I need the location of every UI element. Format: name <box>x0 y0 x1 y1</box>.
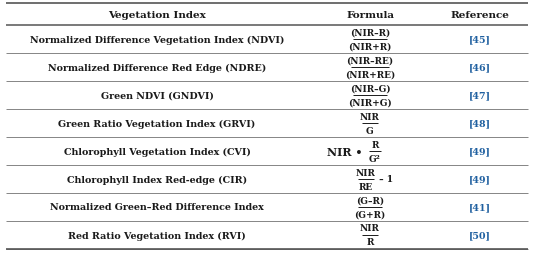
Text: Normalized Difference Red Edge (NDRE): Normalized Difference Red Edge (NDRE) <box>48 63 266 72</box>
Text: [46]: [46] <box>469 63 491 72</box>
Text: G²: G² <box>369 154 381 163</box>
Text: NIR: NIR <box>360 112 380 121</box>
Text: Green Ratio Vegetation Index (GRVI): Green Ratio Vegetation Index (GRVI) <box>58 119 256 128</box>
Text: Normalized Difference Vegetation Index (NDVI): Normalized Difference Vegetation Index (… <box>30 35 284 44</box>
Text: Normalized Green–Red Difference Index: Normalized Green–Red Difference Index <box>50 203 264 212</box>
Text: G: G <box>366 126 374 135</box>
Text: NIR: NIR <box>356 168 376 177</box>
Text: [47]: [47] <box>469 91 491 100</box>
Text: NIR •: NIR • <box>327 146 367 157</box>
Text: (G+R): (G+R) <box>355 210 386 219</box>
Text: – 1: – 1 <box>376 175 393 184</box>
Text: [41]: [41] <box>469 203 491 212</box>
Text: (NIR–RE): (NIR–RE) <box>347 56 394 65</box>
Text: NIR: NIR <box>360 224 380 233</box>
Text: R: R <box>371 140 379 149</box>
Text: [49]: [49] <box>469 175 491 184</box>
Text: (NIR+G): (NIR+G) <box>348 98 392 107</box>
Text: Green NDVI (GNDVI): Green NDVI (GNDVI) <box>100 91 214 100</box>
Text: (G–R): (G–R) <box>356 196 384 205</box>
Text: (NIR+R): (NIR+R) <box>348 42 391 51</box>
Text: [49]: [49] <box>469 147 491 156</box>
Text: Chlorophyll Vegetation Index (CVI): Chlorophyll Vegetation Index (CVI) <box>64 147 250 156</box>
Text: Formula: Formula <box>346 10 394 19</box>
Text: (NIR+RE): (NIR+RE) <box>345 70 395 79</box>
Text: R: R <box>366 237 374 247</box>
Text: Red Ratio Vegetation Index (RVI): Red Ratio Vegetation Index (RVI) <box>68 231 246 240</box>
Text: (NIR–R): (NIR–R) <box>350 28 390 37</box>
Text: [45]: [45] <box>469 35 491 44</box>
Text: Chlorophyll Index Red-edge (CIR): Chlorophyll Index Red-edge (CIR) <box>67 175 247 184</box>
Text: (NIR–G): (NIR–G) <box>350 84 390 93</box>
Text: Vegetation Index: Vegetation Index <box>108 10 206 19</box>
Text: RE: RE <box>359 182 373 191</box>
Text: Reference: Reference <box>451 10 509 19</box>
Text: [50]: [50] <box>469 231 491 240</box>
Text: [48]: [48] <box>469 119 491 128</box>
